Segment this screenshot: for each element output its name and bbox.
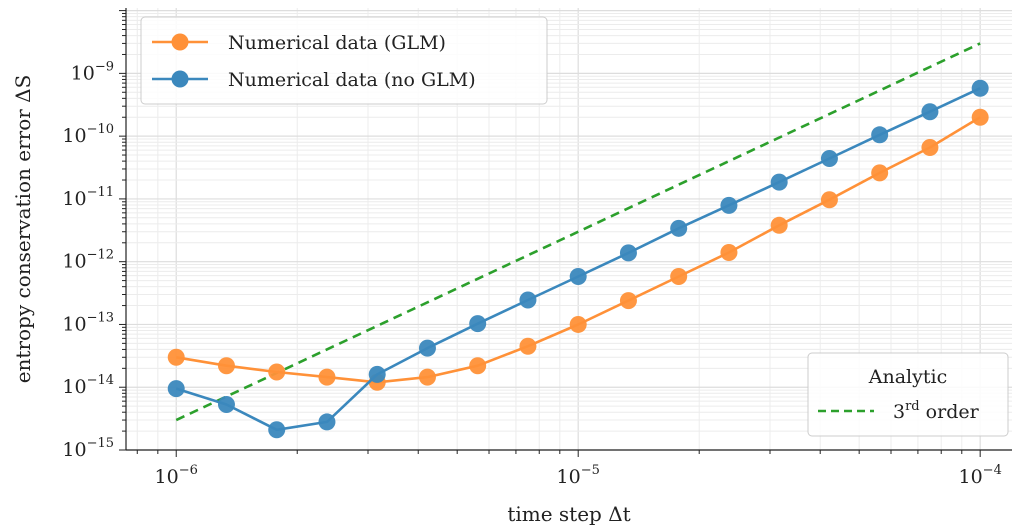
y-tick-label-exponent: −15 (87, 436, 114, 451)
data-point-glm (921, 138, 939, 156)
data-point-glm (318, 368, 336, 386)
y-tick-label: 10−9 (71, 59, 114, 84)
data-point-no-glm (217, 396, 235, 414)
data-point-no-glm (921, 103, 939, 121)
data-point-glm (418, 368, 436, 386)
x-tick-label-base: 10 (958, 466, 982, 488)
data-point-no-glm (318, 413, 336, 431)
axes (125, 8, 1012, 451)
legend-ref-sup: rd (905, 399, 920, 414)
y-tick-label-exponent: −14 (87, 373, 114, 388)
legend-ref-title: Analytic (868, 366, 947, 388)
ticks: 10−6 10−5 10−410−1510−1410−1310−1210−1110−… (62, 10, 1002, 488)
data-point-no-glm (569, 268, 587, 286)
legend-ref-suffix: order (920, 401, 980, 423)
y-tick-label-exponent: −9 (95, 59, 114, 74)
x-tick-label-base: 10 (557, 466, 581, 488)
data-point-glm (569, 315, 587, 333)
data-point-no-glm (619, 244, 637, 262)
y-tick-label-base: 10 (71, 62, 95, 84)
y-tick-label-exponent: −11 (87, 185, 114, 200)
data-point-no-glm (720, 196, 738, 214)
y-tick-label-base: 10 (62, 313, 86, 335)
data-point-no-glm (418, 339, 436, 357)
x-tick-label-exponent: −4 (983, 463, 1002, 478)
data-point-glm (871, 164, 889, 182)
y-tick-label: 10−13 (62, 310, 114, 335)
legend-ref-frame (807, 352, 1009, 437)
y-tick-label: 10−10 (62, 122, 114, 147)
x-tick-label: 10−6 (155, 463, 198, 488)
data-point-no-glm (820, 150, 838, 168)
legend-label-no-glm: Numerical data (no GLM) (228, 69, 476, 91)
data-point-no-glm (971, 79, 989, 97)
x-axis-label: time step Δt (507, 502, 630, 526)
legend-main-frame (140, 16, 548, 105)
data-point-glm (217, 357, 235, 375)
legend-label-ref: 3rd order (893, 399, 980, 423)
y-tick-label-base: 10 (62, 188, 86, 210)
y-tick-label-exponent: −13 (87, 310, 114, 325)
data-point-glm (971, 108, 989, 126)
y-tick-label-exponent: −10 (87, 122, 114, 137)
data-point-glm (268, 363, 286, 381)
data-point-no-glm (519, 291, 537, 309)
data-point-glm (720, 244, 738, 262)
reference-line-3rd-order (175, 42, 981, 422)
legend-ref-order: 3 (893, 401, 905, 423)
data-point-no-glm (770, 173, 788, 191)
y-tick-label: 10−14 (62, 373, 114, 398)
data-point-glm (770, 216, 788, 234)
y-tick-label-base: 10 (62, 439, 86, 461)
data-point-no-glm (268, 421, 286, 439)
plot-area (167, 42, 989, 439)
data-point-no-glm (368, 365, 386, 383)
y-axis-label: entropy conservation error ΔS (11, 75, 35, 384)
x-tick-label-exponent: −6 (179, 463, 198, 478)
data-point-glm (469, 357, 487, 375)
data-point-glm (619, 292, 637, 310)
data-point-glm (820, 191, 838, 209)
x-tick-label-exponent: −5 (581, 463, 600, 478)
x-tick-label: 10−4 (958, 463, 1001, 488)
y-tick-label-base: 10 (62, 251, 86, 273)
x-tick-label-base: 10 (155, 466, 179, 488)
legend-label-glm: Numerical data (GLM) (228, 32, 446, 54)
legend-marker-no-glm (171, 70, 189, 88)
data-point-no-glm (670, 219, 688, 237)
data-point-glm (167, 348, 185, 366)
data-point-no-glm (871, 126, 889, 144)
data-point-glm (519, 337, 537, 355)
y-tick-label: 10−15 (62, 436, 114, 461)
legend-main: Numerical data (GLM) Numerical data (no … (140, 16, 548, 105)
legend-ref: Analytic 3rd order (807, 352, 1009, 437)
y-tick-label: 10−11 (62, 185, 114, 210)
y-tick-label-exponent: −12 (87, 248, 114, 263)
data-point-no-glm (167, 380, 185, 398)
y-tick-label-base: 10 (62, 376, 86, 398)
y-tick-label-base: 10 (62, 125, 86, 147)
y-tick-label: 10−12 (62, 248, 114, 273)
data-point-no-glm (469, 315, 487, 333)
x-tick-label: 10−5 (557, 463, 600, 488)
legend-marker-glm (171, 33, 189, 51)
data-point-glm (670, 268, 688, 286)
